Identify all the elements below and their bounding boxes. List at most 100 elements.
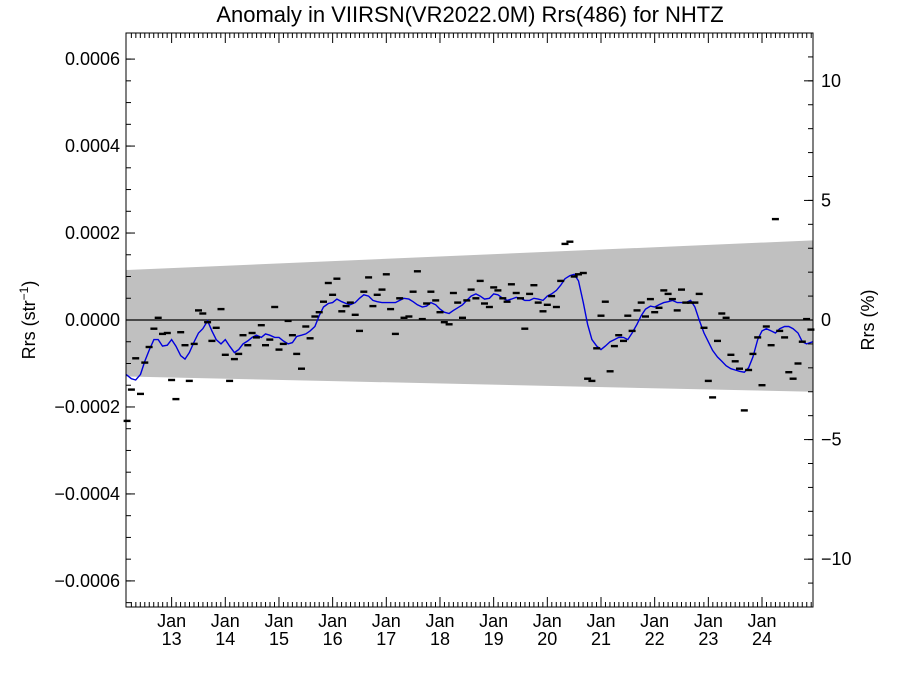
x-tick-label-month: Jan [425,611,454,631]
data-point [714,339,721,343]
data-point [137,392,144,396]
data-point [365,276,373,279]
data-point [177,331,185,334]
data-point [798,340,806,343]
data-point [803,317,811,321]
x-tick-label-month: Jan [318,611,347,631]
data-point [217,307,225,311]
data-point [293,352,301,356]
data-point [570,275,578,278]
x-tick-label-month: Jan [747,611,776,631]
data-point [593,347,601,350]
data-point [771,217,779,221]
data-point [288,334,296,337]
y-axis-label-left: Rrs (str−1) [17,281,39,360]
data-point [526,292,534,296]
data-point [588,379,596,383]
data-point [132,357,140,360]
chart-title: Anomaly in VIIRSN(VR2022.0M) Rrs(486) fo… [216,2,723,27]
x-tick-label-year: 23 [698,629,718,649]
data-point [199,312,207,315]
data-point [257,324,265,327]
data-point [700,326,708,329]
left-tick-label: −0.0006 [54,571,120,591]
data-point [373,293,381,296]
data-point [346,301,354,304]
data-point [163,331,171,335]
data-point [575,273,582,276]
data-point [490,286,498,289]
x-tick-label-month: Jan [372,611,401,631]
data-point [266,338,274,341]
data-point [695,292,703,296]
data-point [154,316,162,319]
data-point [682,301,690,304]
data-point [660,289,668,292]
data-point [646,297,654,301]
data-point [190,342,198,346]
data-point [208,339,216,343]
data-point [709,396,717,399]
x-tick-label-month: Jan [533,611,562,631]
data-point [369,304,377,308]
data-point [534,301,542,304]
data-point [731,360,739,363]
data-point [123,419,131,423]
x-tick-label-month: Jan [586,611,615,631]
right-tick-label: −10 [821,549,852,569]
x-tick-label-month: Jan [694,611,723,631]
data-point [221,353,229,356]
x-tick-label-year: 18 [430,629,450,649]
left-tick-label: 0.0006 [65,49,120,69]
data-point [807,328,815,331]
data-point [539,310,547,313]
left-tick-label: −0.0002 [54,397,120,417]
data-point [302,325,310,328]
x-tick-label-year: 20 [537,629,557,649]
data-point [333,277,341,280]
x-tick-label-month: Jan [479,611,508,631]
data-point [615,334,623,337]
data-point [785,371,793,374]
data-point [481,302,488,305]
data-point [141,361,149,364]
data-point [633,309,641,312]
data-point [642,315,649,318]
data-point [391,332,399,336]
data-point [396,297,404,300]
left-axis: 0.0006 0.0004 0.0002 0.0000 −0.0002 −0.0004 −0… [54,49,135,604]
data-point [503,300,511,303]
data-point [351,313,359,316]
data-point [320,300,327,303]
data-point [543,303,551,306]
x-tick-label-year: 17 [376,629,396,649]
data-point [517,297,524,300]
data-point [561,242,569,246]
x-tick-label-year: 15 [269,629,289,649]
data-point [691,301,699,304]
right-tick-label: 5 [821,190,831,210]
x-tick-label-year: 21 [591,629,611,649]
data-point [127,388,135,391]
data-point [673,309,681,312]
data-point [262,344,269,347]
data-points [123,217,815,423]
data-point [239,334,247,337]
data-point [356,329,363,333]
x-tick-label-year: 22 [645,629,665,649]
left-tick-label: −0.0004 [54,484,120,504]
data-point [284,319,292,323]
data-point [181,344,189,347]
data-point [459,316,466,319]
data-point [494,289,502,292]
data-point [271,305,279,309]
confidence-band [126,240,813,392]
x-axis: Jan13Jan14Jan15Jan16Jan17Jan18Jan19Jan20… [130,33,812,649]
data-point [275,348,283,351]
data-point [427,290,435,293]
data-point [449,291,457,295]
x-tick-label-year: 16 [323,629,343,649]
data-point [664,292,672,296]
confidence-band-area [126,240,813,392]
